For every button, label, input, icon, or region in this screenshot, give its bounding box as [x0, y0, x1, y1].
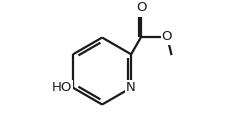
Text: N: N: [126, 81, 135, 94]
Text: HO: HO: [51, 81, 71, 94]
Text: O: O: [161, 30, 172, 43]
Text: O: O: [135, 1, 146, 14]
